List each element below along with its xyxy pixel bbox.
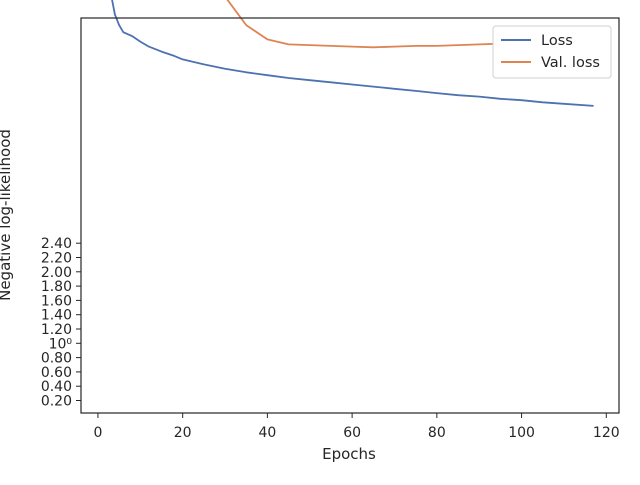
y-tick-label: 1.60	[41, 293, 72, 309]
legend: Loss Val. loss	[492, 25, 612, 79]
x-tick-label: 40	[258, 425, 276, 441]
y-tick-label: 0.20	[41, 394, 72, 410]
plot-area	[111, 0, 594, 107]
legend-label: Val. loss	[541, 55, 600, 71]
x-tick-label: 60	[343, 425, 361, 441]
y-tick-label: 1.80	[41, 279, 72, 295]
y-axis-title: Negative log-likelihood	[0, 129, 14, 301]
y-tick-label: 0.40	[41, 379, 72, 395]
y-tick-label: 1.20	[41, 322, 72, 338]
series-line-2	[226, 0, 594, 49]
x-tick-label: 0	[93, 425, 102, 441]
x-tick-label: 20	[174, 425, 192, 441]
y-tick-label: 2.00	[41, 265, 72, 281]
axes: 0 20 40 60 80 100 1200.200.400.600.8010⁰1.201.…	[41, 17, 620, 441]
legend-label: Loss	[541, 33, 573, 49]
y-tick-label: 2.20	[41, 251, 72, 267]
axes-frame	[80, 17, 620, 414]
y-tick-label: 1.40	[41, 308, 72, 324]
x-tick-label: 120	[593, 425, 620, 441]
x-tick-label: 100	[508, 425, 535, 441]
series-line-1	[111, 0, 594, 107]
y-tick-label: 0.60	[41, 365, 72, 381]
y-tick-label: 2.40	[41, 236, 72, 252]
x-tick-label: 80	[428, 425, 446, 441]
x-axis-title: Epochs	[322, 445, 376, 463]
y-tick-label: 10⁰	[49, 336, 73, 352]
y-tick-label: 0.80	[41, 351, 72, 367]
